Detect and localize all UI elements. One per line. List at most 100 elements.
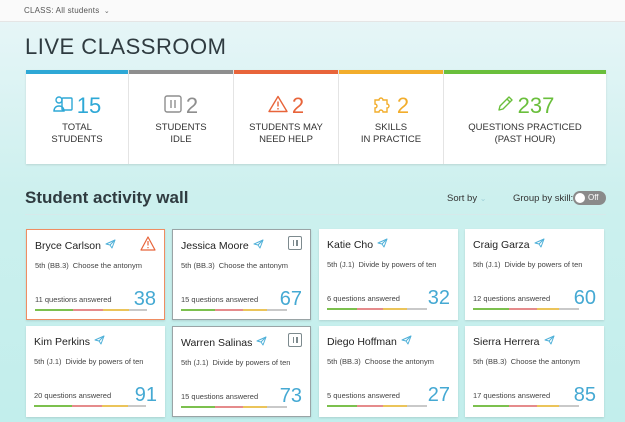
paper-plane-icon — [105, 239, 116, 252]
stats-panel: 15 TOTAL STUDENTS 2 STUDENTS IDLE 2 STUD… — [26, 70, 606, 164]
toggle-knob — [575, 193, 585, 203]
progress-segment — [35, 309, 73, 311]
student-card[interactable]: Bryce Carlson 5th (BB.3) Choose the antony… — [26, 229, 165, 320]
paper-plane-icon — [401, 335, 412, 348]
skill-name: Divide by powers of ten — [358, 260, 437, 269]
smart-score: 85 — [573, 384, 596, 406]
smart-score: 38 — [133, 288, 156, 310]
paper-plane-icon — [544, 335, 555, 348]
student-skill: 5th (BB.3) Choose the antonym — [473, 357, 580, 366]
student-skill: 5th (J.1) Divide by powers of ten — [181, 358, 290, 367]
warning-icon — [140, 236, 156, 256]
student-skill: 5th (BB.3) Choose the antonym — [35, 261, 142, 270]
progress-segment — [181, 309, 215, 311]
student-name-text: Craig Garza — [473, 239, 530, 251]
stat-total-students[interactable]: 15 TOTAL STUDENTS — [26, 70, 129, 164]
progress-segment — [407, 405, 427, 407]
progress-segment — [215, 406, 243, 408]
stat-value: 237 — [517, 93, 555, 118]
student-card[interactable]: Warren Salinas 5th (J.1) Divide by powers … — [172, 326, 311, 417]
skill-name: Divide by powers of ten — [504, 260, 583, 269]
progress-bar — [327, 308, 427, 310]
progress-segment — [383, 308, 407, 310]
section-title: Student activity wall — [25, 188, 189, 207]
smart-score: 32 — [427, 287, 450, 309]
sort-dropdown[interactable]: Sort by ⌄ — [447, 193, 486, 204]
student-name: Kim Perkins — [34, 335, 105, 348]
student-name: Jessica Moore — [181, 239, 264, 252]
stat-value: 2 — [291, 93, 305, 118]
stat-value: 2 — [185, 93, 199, 118]
student-skill: 5th (J.1) Divide by powers of ten — [473, 260, 582, 269]
student-card[interactable]: Jessica Moore 5th (BB.3) Choose the antony… — [172, 229, 311, 320]
progress-segment — [559, 308, 579, 310]
skill-code: 5th (J.1) — [181, 358, 209, 367]
stat-color-bar — [26, 70, 128, 74]
progress-bar — [181, 406, 287, 408]
class-value: All students — [55, 6, 100, 15]
questions-answered: 11 questions answered — [35, 295, 112, 304]
students-icon — [53, 95, 73, 118]
group-by-skill-toggle[interactable]: Off — [573, 191, 606, 205]
skill-code: 5th (BB.3) — [181, 261, 215, 270]
student-name: Warren Salinas — [181, 336, 267, 349]
progress-bar — [473, 405, 579, 407]
student-card[interactable]: Kim Perkins 5th (J.1) Divide by powers of … — [26, 326, 165, 417]
smart-score: 27 — [427, 384, 450, 406]
chevron-down-icon: ⌄ — [103, 8, 110, 15]
pause-icon — [288, 333, 302, 347]
progress-segment — [509, 405, 537, 407]
questions-answered: 6 questions answered — [327, 294, 400, 303]
progress-segment — [357, 405, 383, 407]
questions-answered: 20 questions answered — [34, 391, 112, 400]
questions-answered: 12 questions answered — [473, 294, 551, 303]
stat-label: SKILLS IN PRACTICE — [360, 122, 422, 145]
student-skill: 5th (J.1) Divide by powers of ten — [327, 260, 436, 269]
progress-segment — [243, 406, 267, 408]
progress-segment — [407, 308, 427, 310]
chevron-down-icon: ⌄ — [479, 194, 487, 203]
smart-score: 60 — [573, 287, 596, 309]
skill-name: Choose the antonym — [364, 357, 434, 366]
stat-students-idle[interactable]: 2 STUDENTS IDLE — [129, 70, 234, 164]
questions-answered: 15 questions answered — [181, 295, 259, 304]
progress-segment — [72, 405, 102, 407]
section-divider — [25, 214, 606, 215]
questions-answered: 17 questions answered — [473, 391, 551, 400]
student-card[interactable]: Diego Hoffman 5th (BB.3) Choose the antony… — [319, 326, 458, 417]
stat-skills-in-practice[interactable]: 2 SKILLS IN PRACTICE — [339, 70, 444, 164]
stat-label: STUDENTS MAY NEED HELP — [249, 122, 323, 145]
page-title: LIVE CLASSROOM — [25, 34, 227, 59]
skill-code: 5th (J.1) — [327, 260, 355, 269]
progress-segment — [473, 405, 509, 407]
progress-segment — [327, 405, 357, 407]
stat-label: QUESTIONS PRACTICED (PAST HOUR) — [468, 122, 582, 145]
progress-segment — [267, 406, 287, 408]
progress-segment — [243, 309, 267, 311]
progress-segment — [103, 309, 129, 311]
sort-label: Sort by — [447, 193, 478, 204]
student-name-text: Sierra Herrera — [473, 336, 540, 348]
pencil-icon — [496, 95, 514, 118]
progress-segment — [267, 309, 287, 311]
skill-code: 5th (BB.3) — [327, 357, 361, 366]
group-by-skill-label: Group by skill: — [513, 193, 574, 204]
progress-segment — [357, 308, 383, 310]
skill-name: Divide by powers of ten — [212, 358, 291, 367]
stat-questions-practiced[interactable]: 237 QUESTIONS PRACTICED (PAST HOUR) — [444, 70, 606, 164]
student-card[interactable]: Craig Garza 5th (J.1) Divide by powers of … — [465, 229, 604, 320]
skill-code: 5th (J.1) — [34, 357, 62, 366]
stat-students-need-help[interactable]: 2 STUDENTS MAY NEED HELP — [234, 70, 339, 164]
paper-plane-icon — [94, 335, 105, 348]
student-card[interactable]: Sierra Herrera 5th (BB.3) Choose the anton… — [465, 326, 604, 417]
paper-plane-icon — [534, 238, 545, 251]
progress-segment — [473, 308, 509, 310]
smart-score: 91 — [134, 384, 157, 406]
student-name: Diego Hoffman — [327, 335, 412, 348]
stat-value: 2 — [396, 93, 410, 118]
progress-bar — [35, 309, 147, 311]
student-skill: 5th (J.1) Divide by powers of ten — [34, 357, 143, 366]
paper-plane-icon — [253, 239, 264, 252]
student-card[interactable]: Katie Cho 5th (J.1) Divide by powers of te… — [319, 229, 458, 320]
class-selector[interactable]: CLASS: All students ⌄ — [0, 0, 625, 22]
